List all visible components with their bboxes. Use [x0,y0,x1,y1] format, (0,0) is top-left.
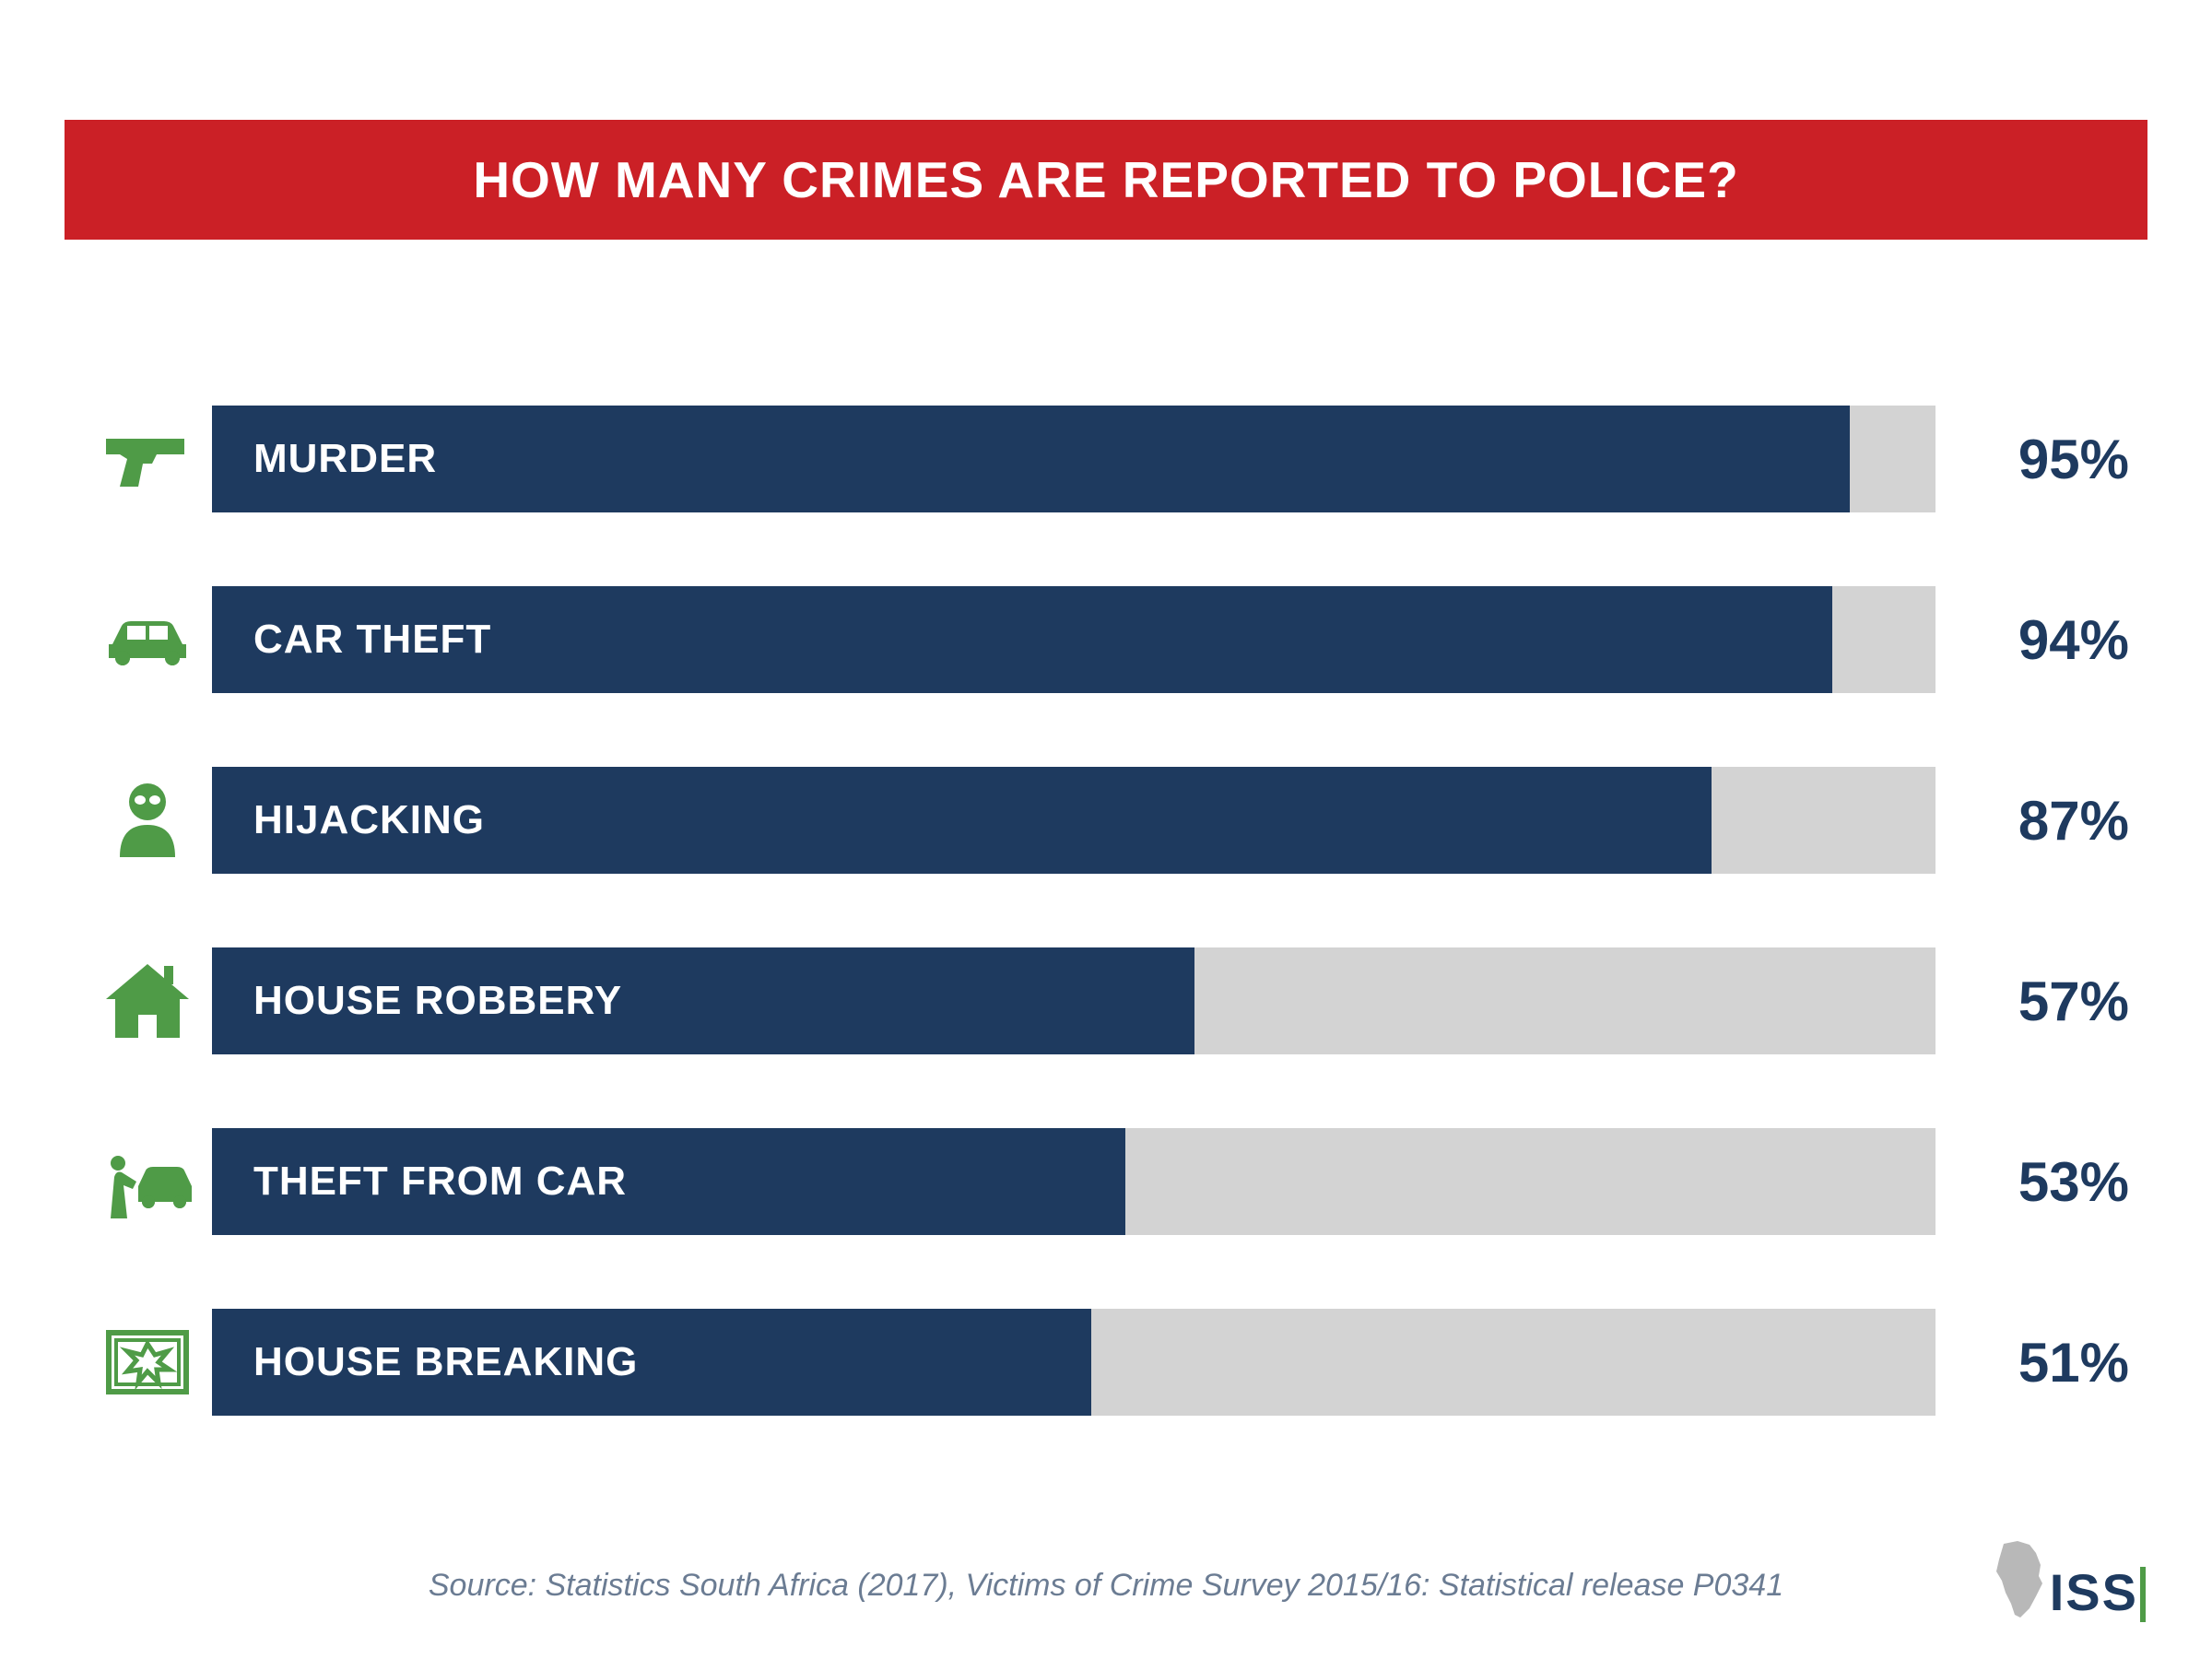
bar-track: HOUSE ROBBERY [212,947,1936,1054]
bar-fill: HIJACKING [212,767,1712,874]
bar-percentage: 53% [1963,1150,2129,1214]
car-icon [83,594,212,686]
bar-label: HIJACKING [212,797,485,843]
bar-percentage: 95% [1963,428,2129,491]
bar-label: HOUSE BREAKING [212,1339,638,1385]
bar-row: HOUSE BREAKING 51% [83,1309,2129,1416]
bar-label: CAR THEFT [212,617,491,663]
bar-fill: CAR THEFT [212,586,1832,693]
robber-icon [83,774,212,866]
house-icon [83,955,212,1047]
logo-text: ISS [2050,1562,2138,1622]
source-citation: Source: Statistics South Africa (2017), … [0,1568,2212,1604]
title-bar: HOW MANY CRIMES ARE REPORTED TO POLICE? [65,120,2147,240]
bar-label: THEFT FROM CAR [212,1159,627,1205]
bar-chart: MURDER 95% CAR THEFT 94% HIJACKING 87% HOUSE R… [83,406,2129,1489]
bar-track: CAR THEFT [212,586,1936,693]
carthief-icon [83,1135,212,1228]
bar-track: THEFT FROM CAR [212,1128,1936,1235]
africa-icon [1985,1539,2050,1622]
iss-logo: ISS [1985,1539,2147,1622]
bar-label: MURDER [212,436,437,482]
bar-fill: THEFT FROM CAR [212,1128,1125,1235]
bar-percentage: 94% [1963,608,2129,672]
bar-fill: HOUSE ROBBERY [212,947,1194,1054]
bar-row: MURDER 95% [83,406,2129,512]
logo-bar-icon [2138,1567,2147,1622]
bar-fill: HOUSE BREAKING [212,1309,1091,1416]
gun-icon [83,413,212,505]
bar-percentage: 57% [1963,970,2129,1033]
bar-track: HIJACKING [212,767,1936,874]
bar-track: MURDER [212,406,1936,512]
bar-percentage: 51% [1963,1331,2129,1394]
break-icon [83,1316,212,1408]
bar-row: CAR THEFT 94% [83,586,2129,693]
bar-track: HOUSE BREAKING [212,1309,1936,1416]
bar-percentage: 87% [1963,789,2129,853]
bar-label: HOUSE ROBBERY [212,978,622,1024]
bar-row: HIJACKING 87% [83,767,2129,874]
bar-fill: MURDER [212,406,1850,512]
chart-title: HOW MANY CRIMES ARE REPORTED TO POLICE? [473,150,1738,209]
bar-row: THEFT FROM CAR 53% [83,1128,2129,1235]
bar-row: HOUSE ROBBERY 57% [83,947,2129,1054]
